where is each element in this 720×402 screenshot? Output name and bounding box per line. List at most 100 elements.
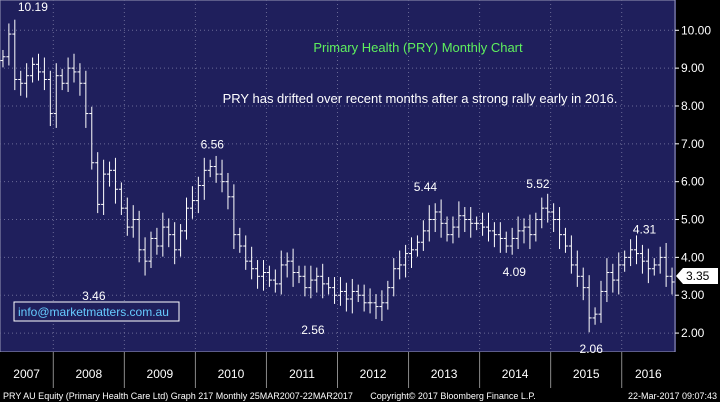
footer-right: 22-Mar-2017 09:07:43 [628, 391, 717, 401]
price-bar [397, 250, 403, 280]
price-bar [491, 222, 497, 248]
price-bar [663, 242, 669, 287]
price-bar [497, 222, 503, 253]
price-bar [213, 155, 219, 183]
price-bar [586, 275, 592, 333]
price-bar [189, 186, 195, 219]
price-bar [47, 70, 53, 127]
price-bar [18, 70, 24, 96]
price-bar [634, 235, 640, 265]
price-bar [562, 227, 568, 253]
price-bar [178, 224, 184, 257]
watermark-box [13, 301, 180, 322]
y-tick-label: 2.00 [681, 326, 705, 340]
price-bar [284, 252, 290, 278]
price-bar [622, 250, 628, 272]
price-bar [308, 265, 314, 299]
price-bar [219, 159, 225, 193]
price-bar [645, 248, 651, 284]
x-tick-label: 2009 [147, 367, 174, 381]
price-bar [71, 53, 77, 83]
x-tick-label: 2007 [13, 367, 40, 381]
price-bar [669, 267, 675, 295]
price-bar [41, 57, 47, 91]
price-bar [130, 205, 136, 238]
price-bar [545, 193, 551, 223]
price-bar [432, 203, 438, 233]
price-annotation: 10.19 [18, 0, 48, 14]
price-bar [320, 263, 326, 299]
y-axis-panel [676, 0, 720, 352]
price-bar [474, 216, 480, 231]
price-bar [231, 184, 237, 250]
price-annotation: 5.44 [414, 180, 438, 194]
price-bar [639, 244, 645, 274]
price-bar [332, 277, 338, 304]
price-bar [509, 227, 515, 255]
price-bar [385, 280, 391, 310]
price-bar [136, 210, 142, 263]
price-bar [456, 201, 462, 238]
price-bar [118, 182, 124, 215]
price-bar [184, 197, 190, 240]
price-bar [343, 282, 349, 312]
x-axis-panel [0, 352, 720, 388]
price-bar [30, 57, 36, 83]
price-bar [409, 237, 415, 268]
y-tick-label: 7.00 [681, 137, 705, 151]
price-bar [337, 277, 343, 306]
price-bar [426, 205, 432, 242]
price-bar [24, 63, 30, 98]
price-bar [35, 53, 41, 81]
last-price-label: 3.35 [686, 269, 710, 283]
price-bar [124, 197, 130, 236]
price-bar [515, 216, 521, 250]
price-annotation: 6.56 [201, 137, 225, 151]
price-bar [403, 244, 409, 278]
price-bar [166, 218, 172, 248]
x-tick-label: 2016 [635, 367, 662, 381]
price-annotation: 4.09 [503, 265, 527, 279]
price-bar [326, 277, 332, 295]
price-bar [355, 284, 361, 303]
price-bar [361, 284, 367, 312]
price-bar [302, 265, 308, 297]
price-bar [557, 207, 563, 250]
price-bar [154, 227, 160, 255]
price-bar [527, 214, 533, 250]
y-tick-label: 6.00 [681, 175, 705, 189]
price-bar [391, 258, 397, 297]
price-annotation: 2.56 [301, 323, 325, 337]
price-bar [95, 152, 101, 214]
price-bar [83, 70, 89, 128]
price-bar [580, 267, 586, 301]
x-tick-label: 2013 [431, 367, 458, 381]
watermark-text[interactable]: info@marketmatters.com.au [18, 305, 169, 319]
price-annotation: 2.06 [580, 342, 604, 356]
y-tick-label: 3.00 [681, 288, 705, 302]
price-bar [533, 212, 539, 242]
price-bar [373, 294, 379, 320]
price-bar [480, 212, 486, 236]
chart-subtitle: PRY has drifted over recent months after… [223, 91, 618, 106]
price-bar [142, 237, 148, 276]
price-bar [616, 252, 622, 295]
price-bar [651, 258, 657, 276]
y-axis-ticks: 2.00 3.00 4.00 5.00 6.00 7.00 8.00 9.00 10.00 [675, 23, 711, 340]
price-bar [568, 235, 574, 274]
price-bar [444, 216, 450, 242]
x-axis-ticks: 2007 2008 2009 2010 2011 2012 2013 2014 2015 2016 [13, 352, 662, 388]
price-bar [592, 307, 598, 325]
price-bar [172, 222, 178, 265]
price-bar [12, 19, 18, 91]
price-bar [260, 260, 266, 291]
x-tick-label: 2008 [75, 367, 102, 381]
x-tick-label: 2015 [573, 367, 600, 381]
price-bar [195, 176, 201, 214]
price-bar [237, 227, 243, 253]
price-bar [107, 161, 113, 187]
price-bar [598, 280, 604, 323]
chart-title: Primary Health (PRY) Monthly Chart [313, 40, 523, 55]
price-bar [112, 157, 118, 204]
x-tick-label: 2014 [502, 367, 529, 381]
